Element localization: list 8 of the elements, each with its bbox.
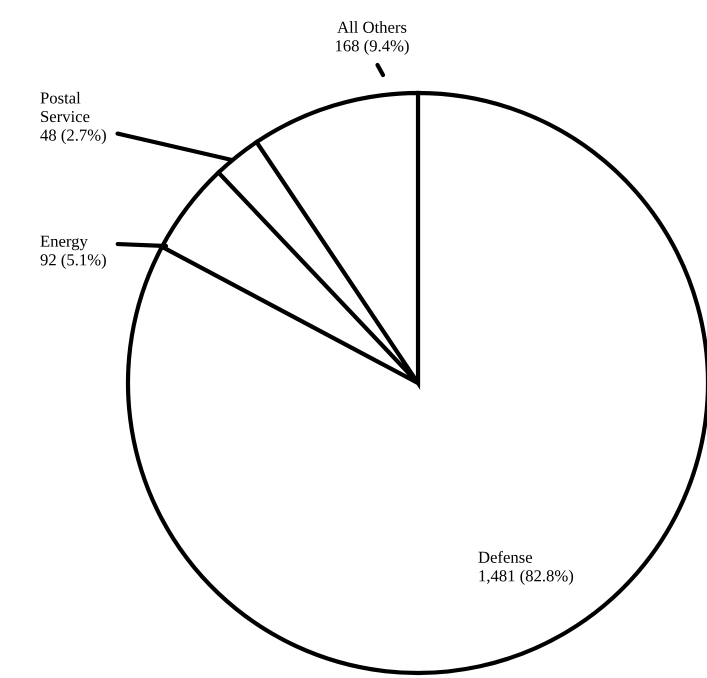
slice-label: Defense — [478, 550, 532, 563]
slice-label: Energy — [40, 236, 88, 250]
slice-label: Postal Service — [40, 92, 90, 122]
data-label: 1,481 (82.8%) — [479, 570, 574, 585]
data-label: 168 (9.4%) — [336, 40, 409, 55]
data-label: 48 (2.7%) — [40, 129, 106, 144]
slice-label: All Others — [337, 21, 406, 33]
data-label: 92 (5.1%) — [40, 254, 106, 269]
